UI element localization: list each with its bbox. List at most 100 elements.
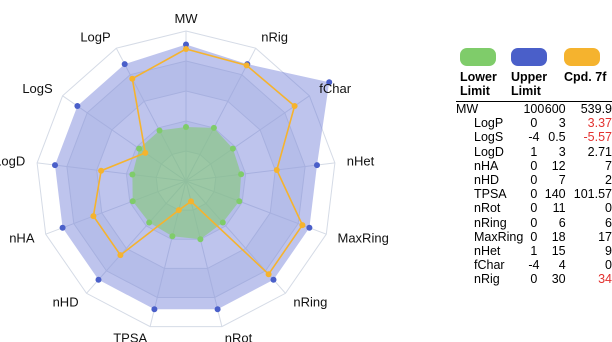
series-lower-limit-point-nrig bbox=[210, 124, 217, 131]
axis-label-nrot: nRot bbox=[225, 330, 253, 342]
upper-limit-cell: 18 bbox=[551, 229, 566, 244]
property-name: LogP bbox=[474, 116, 504, 131]
series-upper-limit-point-nhet bbox=[314, 162, 320, 169]
series-upper-limit-point-fchar bbox=[326, 79, 333, 86]
table-row: LogP 0 3 3.37 bbox=[456, 116, 612, 130]
series-lower-limit-point-tpsa bbox=[169, 233, 176, 240]
upper-limit-cell: 11 bbox=[552, 201, 566, 216]
series-cpd-7f-point-mw bbox=[183, 46, 189, 52]
legend-label-cpd-7f: Cpd. 7f bbox=[564, 70, 612, 84]
series-cpd-7f-point-nhet bbox=[273, 167, 280, 173]
axis-label-maxring: MaxRing bbox=[338, 230, 389, 245]
table-row: nHA 0 12 7 bbox=[456, 159, 612, 173]
series-cpd-7f-point-nha bbox=[90, 213, 97, 220]
series-upper-limit-point-logd bbox=[52, 162, 58, 169]
series-upper-limit-point-maxring bbox=[306, 224, 313, 231]
property-name: fChar bbox=[474, 258, 505, 273]
series-cpd-7f-point-fchar bbox=[291, 103, 298, 109]
series-upper-limit-point-nrot bbox=[214, 306, 221, 313]
table-row: nRing 0 6 6 bbox=[456, 216, 612, 230]
lower-limit-cell: 0 bbox=[530, 229, 538, 244]
legend-label-cpd-7f-text: Cpd. 7f bbox=[564, 70, 607, 84]
series-lower-limit-point-nrot bbox=[197, 236, 204, 243]
lower-limit-cell: 0 bbox=[530, 215, 538, 230]
axis-label-mw: MW bbox=[174, 11, 198, 26]
series-lower-limit-point-logp bbox=[156, 127, 163, 134]
lower-limit-cell: 0 bbox=[530, 158, 538, 173]
axis-label-nring: nRing bbox=[293, 294, 327, 309]
upper-limit-cell: 3 bbox=[558, 144, 566, 159]
legend-label-lower-limit-text: Lower Limit bbox=[460, 70, 497, 98]
property-name: nHD bbox=[474, 173, 500, 188]
table-row: LogS -4 0.5 -5.57 bbox=[456, 130, 612, 144]
upper-limit-cell: 30 bbox=[551, 272, 566, 287]
lower-limit-cell: 0 bbox=[530, 187, 538, 202]
legend-swatch-cpd-7f bbox=[564, 48, 600, 66]
property-name: MaxRing bbox=[474, 229, 524, 244]
series-lower-limit-point-nhet bbox=[238, 171, 245, 178]
property-name: MW bbox=[456, 101, 524, 117]
series-lower-limit-point-nring bbox=[219, 219, 226, 226]
lower-limit-cell: -4 bbox=[528, 130, 540, 145]
table-row: fChar -4 4 0 bbox=[456, 258, 612, 272]
series-cpd-7f-point-logd bbox=[98, 167, 105, 174]
lower-limit-cell: 0 bbox=[530, 201, 538, 216]
lower-limit-cell: 0 bbox=[530, 116, 538, 131]
lower-limit-cell: -4 bbox=[528, 258, 540, 273]
cpd-value-cell: 6 bbox=[605, 215, 612, 230]
series-lower-limit-point-mw bbox=[183, 124, 189, 130]
series-cpd-7f-point-nrig bbox=[243, 62, 250, 69]
property-name: nHet bbox=[474, 244, 501, 259]
legend-swatch-upper-limit bbox=[511, 48, 547, 66]
series-cpd-7f-point-maxring bbox=[299, 222, 306, 229]
cpd-value-cell: 539.9 bbox=[573, 101, 612, 117]
axis-label-nhd: nHD bbox=[53, 294, 79, 309]
series-lower-limit-point-nhd bbox=[146, 219, 153, 226]
lower-limit-cell: 0 bbox=[530, 173, 538, 188]
table-row: nRot 0 11 0 bbox=[456, 201, 612, 215]
axis-label-logs: LogS bbox=[22, 81, 53, 96]
cpd-value-cell: 9 bbox=[605, 244, 612, 259]
axis-label-logp: LogP bbox=[80, 30, 110, 45]
property-name: nHA bbox=[474, 158, 499, 173]
table-row: nRig 0 30 34 bbox=[456, 272, 612, 286]
lower-limit-cell: 0 bbox=[530, 272, 538, 287]
radar-axis-labels: MW nRig fChar nHet MaxRing nRing nRot TPSA nHD nH… bbox=[0, 11, 389, 342]
series-upper-limit-point-tpsa bbox=[151, 306, 158, 313]
series-upper-limit-point-nhd bbox=[95, 276, 102, 283]
series-upper-limit-point-logs bbox=[74, 103, 81, 109]
axis-label-nrig: nRig bbox=[261, 30, 288, 45]
radar-series bbox=[52, 41, 333, 313]
series-cpd-7f-point-nhd bbox=[117, 252, 124, 259]
series-lower-limit-point-logs bbox=[136, 145, 143, 152]
table-row: nHD 0 7 2 bbox=[456, 173, 612, 187]
lower-limit-cell: 1 bbox=[530, 144, 538, 159]
table-row: TPSA 0 140 101.57 bbox=[456, 187, 612, 201]
series-lower-limit-area bbox=[132, 127, 242, 240]
property-name: nRing bbox=[474, 215, 507, 230]
upper-limit-cell: 15 bbox=[551, 244, 566, 259]
cpd-value-cell: 7 bbox=[605, 158, 612, 173]
series-upper-limit-point-logp bbox=[121, 61, 128, 68]
upper-limit-cell: 4 bbox=[558, 258, 566, 273]
upper-limit-cell: 600 bbox=[544, 101, 574, 117]
axis-label-logd: LogD bbox=[0, 154, 25, 169]
series-cpd-7f-point-logp bbox=[129, 75, 136, 82]
cpd-value-cell: 101.57 bbox=[573, 187, 612, 202]
upper-limit-cell: 3 bbox=[558, 116, 566, 131]
table-row: LogD 1 3 2.71 bbox=[456, 145, 612, 159]
series-upper-limit-point-nring bbox=[270, 276, 277, 283]
upper-limit-cell: 6 bbox=[558, 215, 566, 230]
axis-label-nhet: nHet bbox=[347, 154, 375, 169]
upper-limit-cell: 140 bbox=[544, 187, 566, 202]
cpd-value-cell: 17 bbox=[598, 229, 612, 244]
series-lower-limit-point-logd bbox=[129, 171, 136, 178]
legend-label-upper-limit-text: Upper Limit bbox=[511, 70, 548, 98]
legend-swatch-lower-limit bbox=[460, 48, 496, 66]
series-cpd-7f-point-logs bbox=[142, 149, 149, 156]
series-lower-limit-point-nha bbox=[129, 198, 136, 205]
radar-chart: MW nRig fChar nHet MaxRing nRing nRot TPSA nHD nH… bbox=[0, 11, 389, 342]
cpd-value-cell: 2 bbox=[605, 173, 612, 188]
property-name: TPSA bbox=[474, 187, 507, 202]
axis-label-nha: nHA bbox=[9, 230, 35, 245]
